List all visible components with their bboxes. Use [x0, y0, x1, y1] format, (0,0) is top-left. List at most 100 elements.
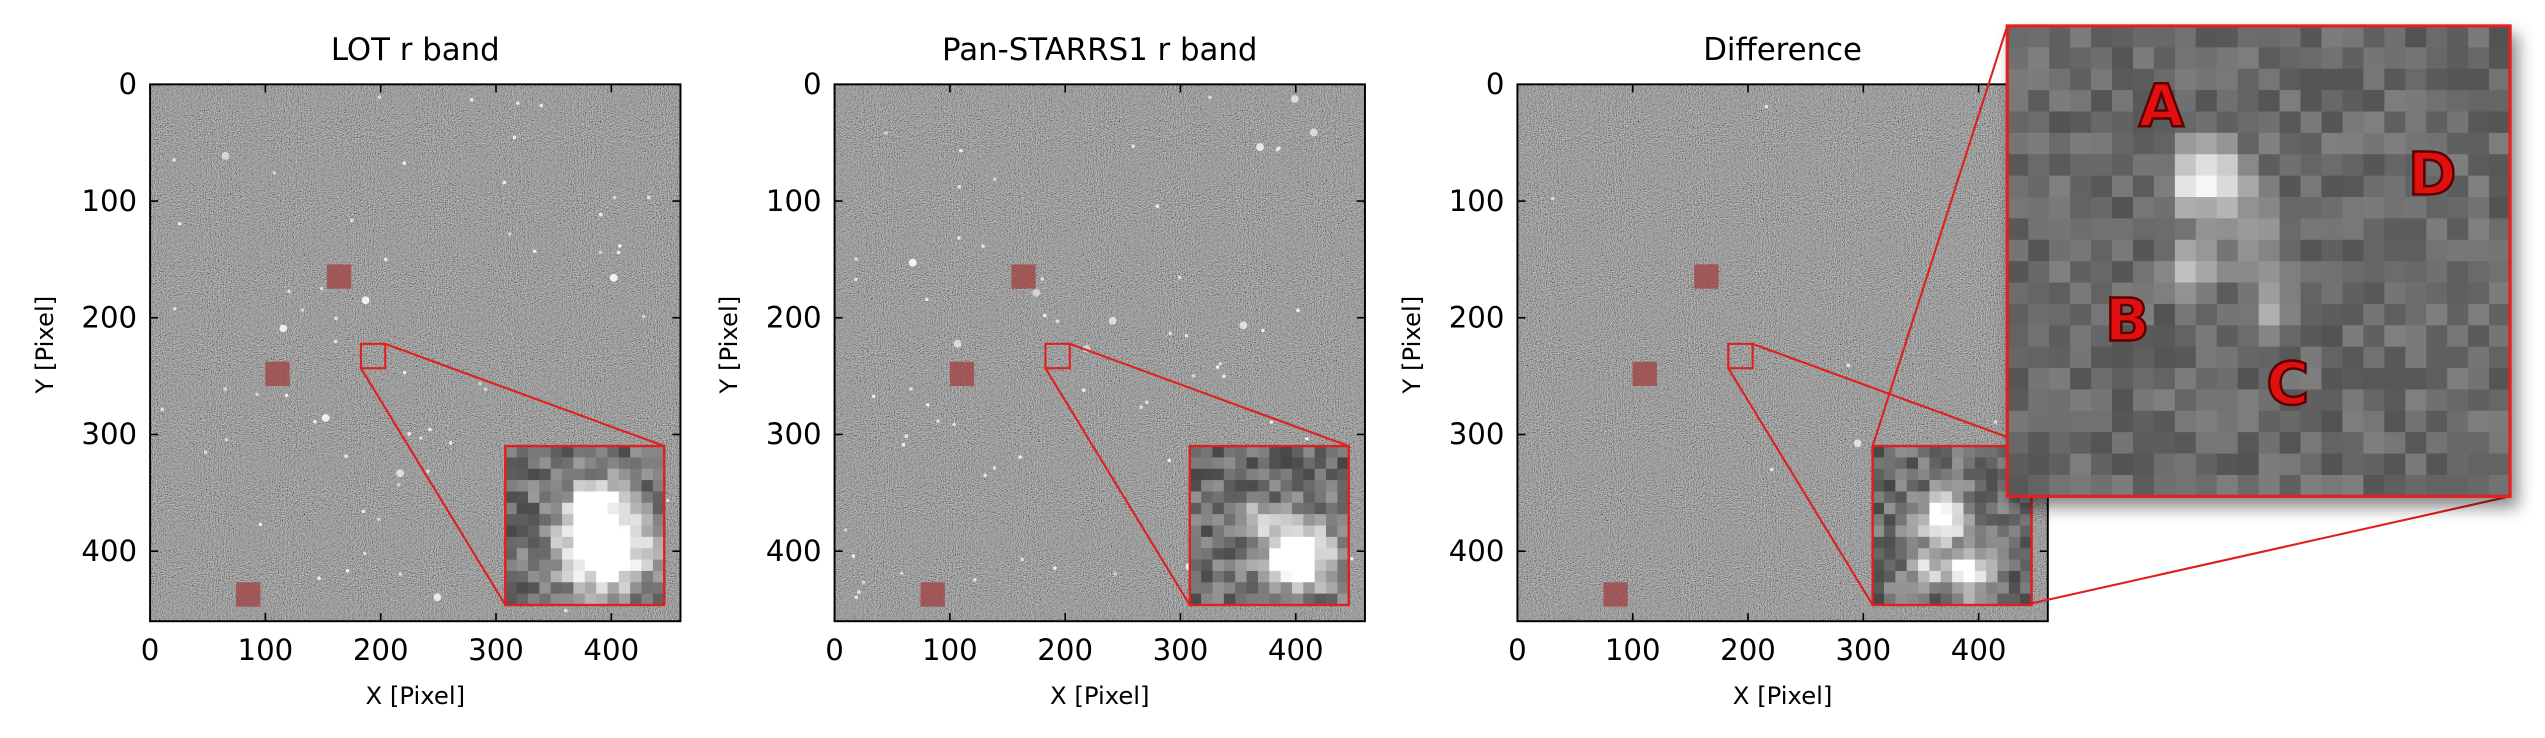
pixel: [1986, 559, 1999, 572]
star: [884, 131, 888, 135]
pixel: [1337, 593, 1350, 606]
pixel: [1963, 536, 1976, 549]
pixel: [1257, 446, 1270, 458]
pixel: [2363, 389, 2385, 412]
pixel: [1303, 457, 1316, 470]
pixel: [2020, 514, 2033, 527]
pixel: [505, 525, 518, 538]
pixel: [2132, 90, 2155, 112]
pixel: [539, 536, 552, 549]
pixel: [1883, 457, 1896, 470]
pixel: [539, 525, 552, 538]
y-tick-label: 400: [766, 534, 822, 568]
pixel: [1337, 525, 1350, 538]
pixel: [2321, 175, 2343, 198]
pixel: [1223, 514, 1236, 527]
pixel: [505, 502, 518, 515]
pixel: [1872, 570, 1885, 583]
pixel: [2091, 325, 2113, 348]
pixel: [2489, 47, 2511, 70]
star: [904, 434, 908, 438]
pixel: [1326, 525, 1338, 538]
pixel: [2070, 432, 2092, 455]
pixel: [1269, 593, 1282, 606]
pixel: [1952, 446, 1964, 458]
pixel: [2216, 474, 2239, 497]
pixel: [2300, 453, 2323, 476]
pixel: [1986, 514, 1999, 527]
pixel: [1223, 502, 1236, 515]
pixel: [1940, 457, 1953, 470]
pixel: [1246, 446, 1259, 458]
x-axis-label: X [Pixel]: [1050, 681, 1150, 710]
pixel: [2384, 175, 2406, 198]
y-tick-label: 100: [81, 184, 137, 218]
pixel: [1223, 582, 1236, 595]
pixel: [2300, 68, 2323, 91]
pixel: [2153, 196, 2176, 219]
pixel: [1883, 502, 1896, 515]
pixel: [2195, 154, 2218, 177]
pixel: [2258, 90, 2281, 112]
pixel: [2426, 282, 2448, 305]
pixel: [1337, 548, 1350, 561]
pixel: [516, 570, 529, 583]
star: [224, 437, 229, 442]
pixel: [2070, 368, 2092, 390]
pixel: [2489, 111, 2511, 134]
pixel: [2132, 432, 2155, 455]
pixel: [1189, 582, 1202, 595]
pixel: [630, 457, 643, 470]
pixel: [2174, 389, 2197, 412]
pixel: [1201, 457, 1213, 470]
pixel: [1212, 536, 1225, 549]
pixel: [1929, 548, 1942, 561]
pixel: [1326, 502, 1338, 515]
pixel: [2112, 239, 2134, 262]
pixel: [2342, 368, 2364, 390]
pixel: [596, 514, 608, 527]
pixel: [1997, 582, 2010, 595]
pixel: [1940, 446, 1953, 458]
pixel: [1257, 468, 1270, 481]
pixel: [2153, 154, 2176, 177]
pixel: [1337, 457, 1350, 470]
zoom-panel: [2005, 24, 2512, 498]
pixel: [1952, 468, 1964, 481]
pixel: [1895, 480, 1908, 492]
pixel: [528, 570, 540, 583]
pixel: [2153, 261, 2176, 284]
pixel: [2091, 368, 2113, 390]
pixel: [1952, 491, 1964, 504]
pixel: [2153, 218, 2176, 241]
pixel: [1872, 593, 1885, 606]
pixel: [1906, 468, 1919, 481]
pixel: [2384, 47, 2406, 70]
pixel: [2489, 432, 2511, 455]
pixel: [2405, 474, 2427, 497]
star: [851, 554, 856, 558]
pixel: [1974, 570, 1987, 583]
pixel: [2237, 47, 2260, 70]
pixel: [2405, 410, 2427, 433]
pixel: [550, 582, 563, 595]
pixel: [2070, 389, 2092, 412]
pixel: [1303, 446, 1316, 458]
pixel: [2426, 346, 2448, 369]
pixel: [2258, 261, 2281, 284]
pixel: [2342, 303, 2364, 326]
pixel: [505, 582, 518, 595]
pixel: [1235, 480, 1248, 492]
star: [383, 257, 388, 262]
pixel: [1223, 570, 1236, 583]
pixel: [2132, 410, 2155, 433]
zoom-border: [2005, 24, 2512, 498]
y-tick-label: 200: [766, 300, 822, 334]
pixel: [1280, 570, 1293, 583]
pixel: [2405, 239, 2427, 262]
pixel: [562, 446, 574, 458]
pixel: [2195, 325, 2218, 348]
pixel: [584, 536, 597, 549]
pixel: [2070, 132, 2092, 155]
pixel: [1212, 559, 1225, 572]
